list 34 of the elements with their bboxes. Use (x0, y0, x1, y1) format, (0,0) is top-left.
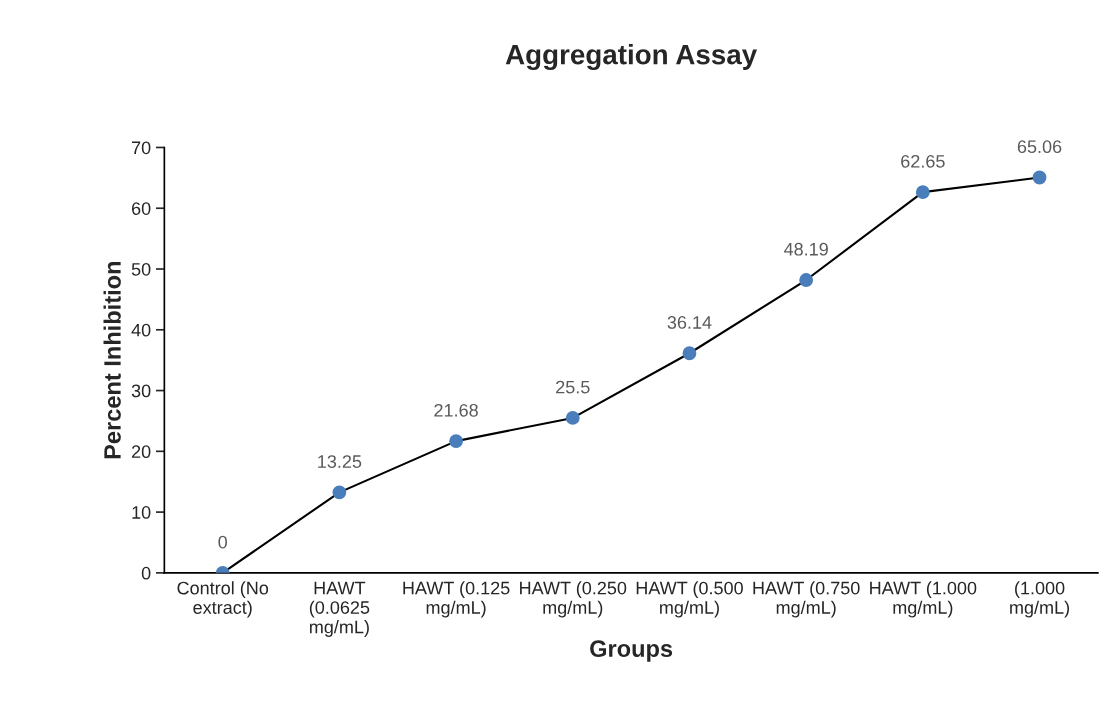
point (332, 485, 347, 500)
y-tick-label: 0 (141, 566, 151, 580)
point (799, 273, 814, 287)
data-label: 48.19 (783, 242, 828, 256)
point (449, 434, 463, 449)
x-tick-label: HAWT (1.000 mg/mL) (870, 581, 977, 618)
x-tick-label: (1.000 mg/mL) (1010, 581, 1070, 618)
y-tick-label: 70 (132, 141, 151, 155)
y-tick-label: 10 (132, 506, 151, 519)
data-label: 36.14 (667, 316, 712, 329)
x-tick-label: HAWT (0.250 mg/mL) (520, 581, 627, 618)
x-tick-label: HAWT (0.0625 mg/mL) (309, 581, 370, 637)
point (1032, 170, 1047, 185)
x-tick-label: Control (No extract) (177, 581, 269, 618)
data-label: 21.68 (434, 403, 478, 417)
y-tick-label: 60 (131, 202, 151, 215)
x-tick-label: HAWT (0.750 mg/mL) (753, 581, 860, 618)
y-tick-label: 20 (131, 445, 151, 459)
data-label: 65.06 (1017, 140, 1062, 154)
x-tick-label: HAWT (0.500 mg/mL) (636, 581, 743, 618)
chart-title: Aggregation Assay (505, 44, 758, 71)
data-label: 62.65 (901, 154, 945, 168)
point (682, 346, 697, 361)
y-tick-label: 40 (131, 323, 151, 337)
data-label: 13.25 (318, 455, 362, 468)
x-tick-label: HAWT (0.125 mg/mL) (403, 581, 510, 618)
data-label: 0 (218, 535, 228, 549)
point (915, 185, 930, 200)
y-tick-label: 50 (131, 262, 151, 276)
point (565, 410, 580, 425)
data-label: 25.5 (556, 380, 590, 394)
y-tick-label: 30 (131, 384, 151, 398)
y-axis-title: Percent Inhibition (103, 261, 121, 459)
x-axis-title: Groups (590, 640, 673, 662)
